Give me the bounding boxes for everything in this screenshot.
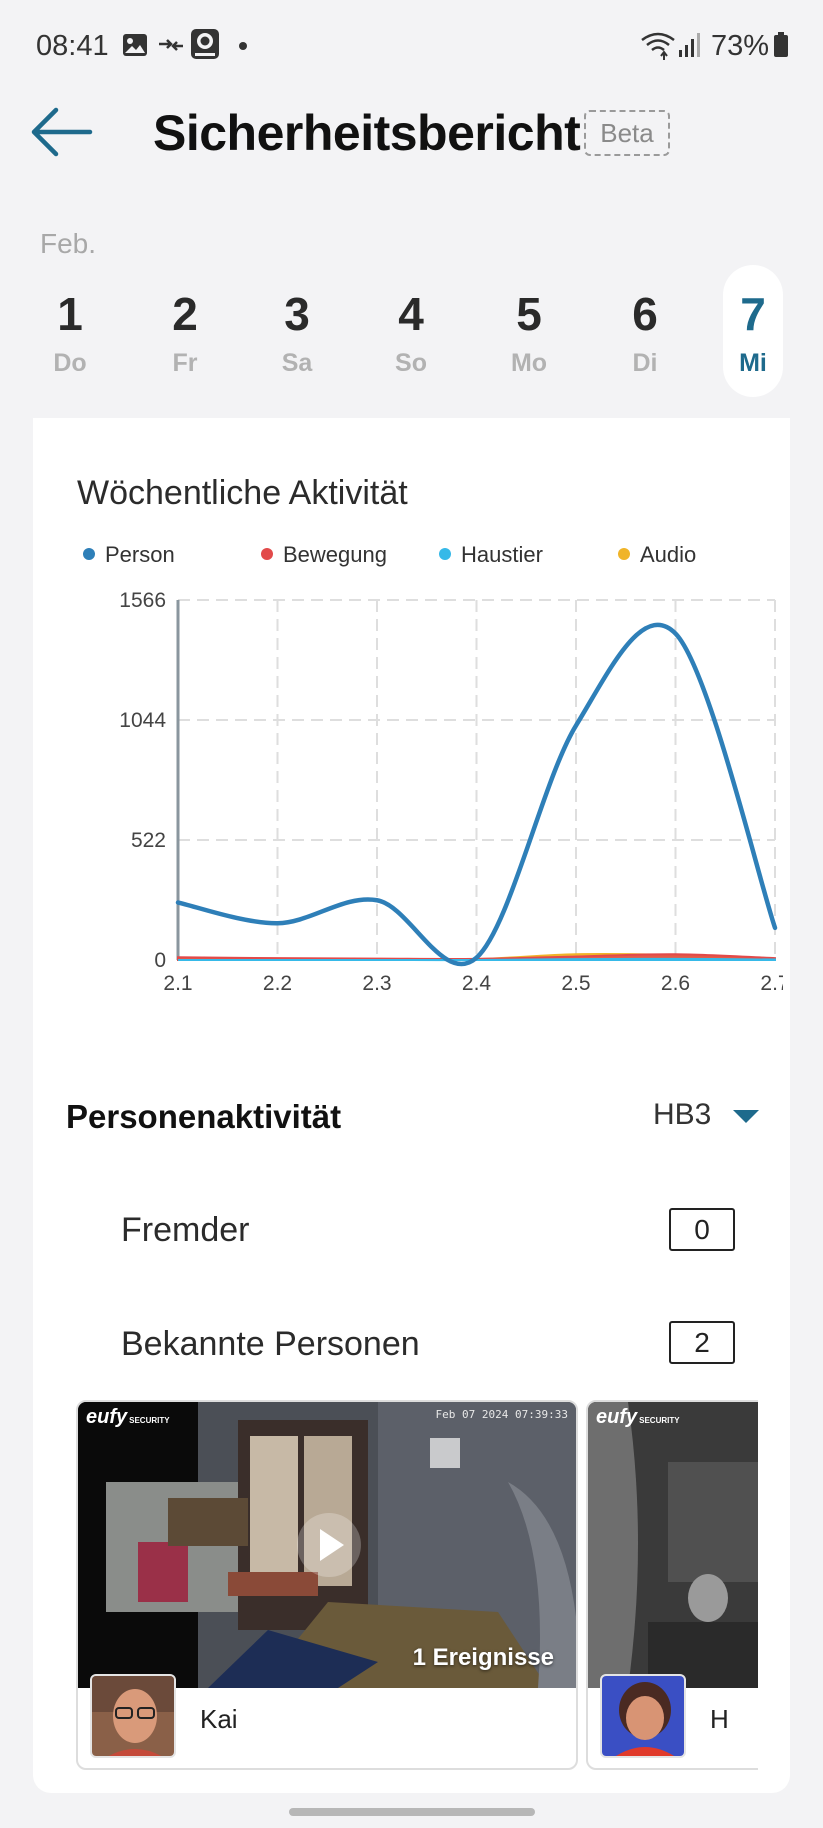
legend-dot (261, 548, 273, 560)
legend-label: Person (105, 542, 175, 567)
y-tick-label: 1044 (119, 709, 166, 732)
dot-icon (239, 42, 247, 50)
x-tick-label: 2.7 (760, 972, 783, 995)
legend-label: Haustier (461, 542, 543, 567)
day-weekday: Mo (510, 349, 548, 377)
legend-haustier: Haustier (439, 542, 543, 572)
month-label: Feb. (40, 228, 97, 259)
events-count: 1 Ereignisse (412, 1644, 554, 1671)
series-person-line (175, 622, 778, 967)
day-5[interactable]: 5 Mo (494, 265, 564, 397)
known-persons-count: 2 (669, 1321, 735, 1364)
eufy-app-icon (191, 29, 219, 59)
report-card: Wöchentliche Aktivität Person Bewegung H… (33, 418, 790, 1793)
day-weekday: Di (632, 349, 658, 377)
day-number: 5 (516, 288, 542, 340)
day-6[interactable]: 6 Di (610, 265, 680, 397)
day-number: 3 (284, 288, 310, 340)
legend-label: Bewegung (283, 542, 387, 567)
day-weekday: Sa (281, 349, 313, 377)
battery-icon (774, 32, 788, 57)
gallery-icon (123, 34, 147, 56)
y-tick-label: 1566 (119, 589, 166, 612)
wifi-icon (641, 32, 675, 60)
person-card[interactable]: eufy SECURITY H (586, 1400, 758, 1770)
day-2[interactable]: 2 Fr (150, 265, 220, 397)
legend-audio: Audio (618, 542, 696, 572)
day-weekday: So (395, 349, 427, 377)
avatar (90, 1674, 176, 1758)
device-selector[interactable]: HB3 (653, 1098, 712, 1131)
page-title: Sicherheitsbericht (153, 105, 581, 161)
day-number: 4 (398, 288, 424, 340)
day-7-selected[interactable]: 7 Mi (723, 265, 783, 397)
caret-down-icon[interactable] (733, 1110, 759, 1123)
status-bar: 08:41 73% (0, 0, 823, 92)
battery-percent: 73% (710, 30, 769, 62)
day-number: 1 (57, 288, 83, 340)
x-tick-label: 2.1 (163, 972, 192, 995)
avatar (600, 1674, 686, 1758)
activity-chart: 1566 1044 522 02.1 2.2 2.3 2.4 2.5 2.6 2.7 (119, 589, 783, 995)
person-name: Kai (200, 1704, 238, 1734)
person-name: H (710, 1704, 729, 1734)
person-card-list: eufy SECURITY Feb 07 2024 07:39:33 1 Erei… (76, 1400, 758, 1772)
day-1[interactable]: 1 Do (35, 265, 105, 397)
day-number: 2 (172, 288, 198, 340)
stranger-label: Fremder (121, 1211, 250, 1249)
legend-dot (618, 548, 630, 560)
beta-badge: Beta (584, 110, 670, 156)
legend-dot (83, 548, 95, 560)
x-tick-label: 2.5 (561, 972, 590, 995)
day-3[interactable]: 3 Sa (262, 265, 332, 397)
legend-label: Audio (640, 542, 697, 567)
back-arrow-icon[interactable] (30, 104, 94, 160)
day-weekday: Mi (739, 349, 767, 377)
date-strip: 1 Do 2 Fr 3 Sa 4 So 5 Mo 6 Di 7 Mi (0, 265, 823, 397)
day-weekday: Do (53, 349, 87, 377)
transfer-icon (159, 39, 183, 51)
legend-bewegung: Bewegung (261, 542, 387, 572)
eufy-logo: eufy SECURITY (596, 1406, 680, 1428)
chart-title: Wöchentliche Aktivität (77, 474, 408, 512)
legend-person: Person (83, 542, 175, 572)
x-tick-label: 2.6 (661, 972, 690, 995)
day-weekday: Fr (172, 349, 198, 377)
stranger-count: 0 (669, 1208, 735, 1251)
camera-snapshot[interactable]: eufy SECURITY Feb 07 2024 07:39:33 1 Erei… (78, 1402, 576, 1688)
x-tick-label: 2.4 (462, 972, 492, 995)
legend-dot (439, 548, 451, 560)
day-4[interactable]: 4 So (376, 265, 446, 397)
day-number: 7 (740, 288, 766, 340)
camera-snapshot[interactable]: eufy SECURITY (588, 1402, 758, 1688)
x-tick-label: 2.2 (263, 972, 292, 995)
eufy-logo: eufy SECURITY (86, 1406, 170, 1428)
home-indicator[interactable] (289, 1808, 535, 1816)
known-persons-label: Bekannte Personen (121, 1325, 420, 1363)
x-tick-label: 2.3 (362, 972, 391, 995)
signal-icon (679, 33, 700, 57)
person-card[interactable]: eufy SECURITY Feb 07 2024 07:39:33 1 Erei… (76, 1400, 578, 1770)
y-tick-label: 522 (131, 829, 166, 852)
camera-snapshot-image (78, 1402, 576, 1688)
y-tick-label: 0 (154, 949, 166, 972)
day-number: 6 (632, 288, 658, 340)
camera-snapshot-image (588, 1402, 758, 1688)
snapshot-timestamp: Feb 07 2024 07:39:33 (435, 1408, 568, 1421)
section-title: Personenaktivität (66, 1098, 342, 1135)
status-time: 08:41 (36, 30, 109, 62)
